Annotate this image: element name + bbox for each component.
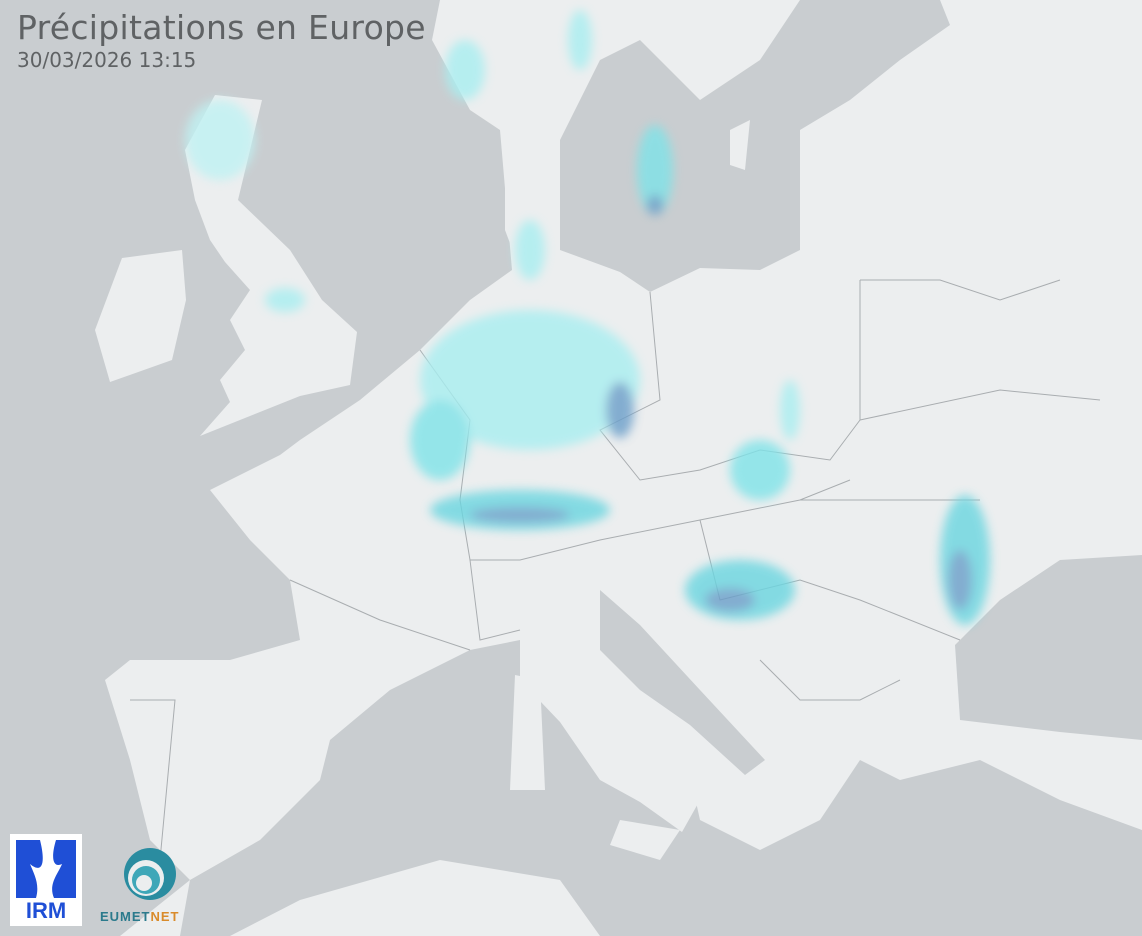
sardinia-corsica [510,675,545,790]
italy [520,630,702,832]
mediterranean-sea [180,640,1142,936]
ireland [95,250,186,382]
adriatic-sea [600,590,765,775]
irm-logo: IRM [10,834,82,926]
irm-logo-text: IRM [25,898,67,923]
eumetnet-logo-mark [124,848,176,900]
map-title: Précipitations en Europe [17,8,426,47]
map-timestamp: 30/03/2026 13:15 [17,48,197,72]
eumetnet-logo-text: EUMETNET [100,909,180,924]
eumetnet-logo: EUMETNET [100,846,200,926]
sicily [610,820,680,860]
borders [130,279,1101,861]
black-sea [955,555,1142,740]
atlantic-north-sea [0,0,512,936]
great-britain [185,95,357,436]
irm-logo-mark [16,840,76,898]
baltic-sea [560,0,950,292]
gotland [730,120,750,170]
rain-areas [185,10,990,625]
